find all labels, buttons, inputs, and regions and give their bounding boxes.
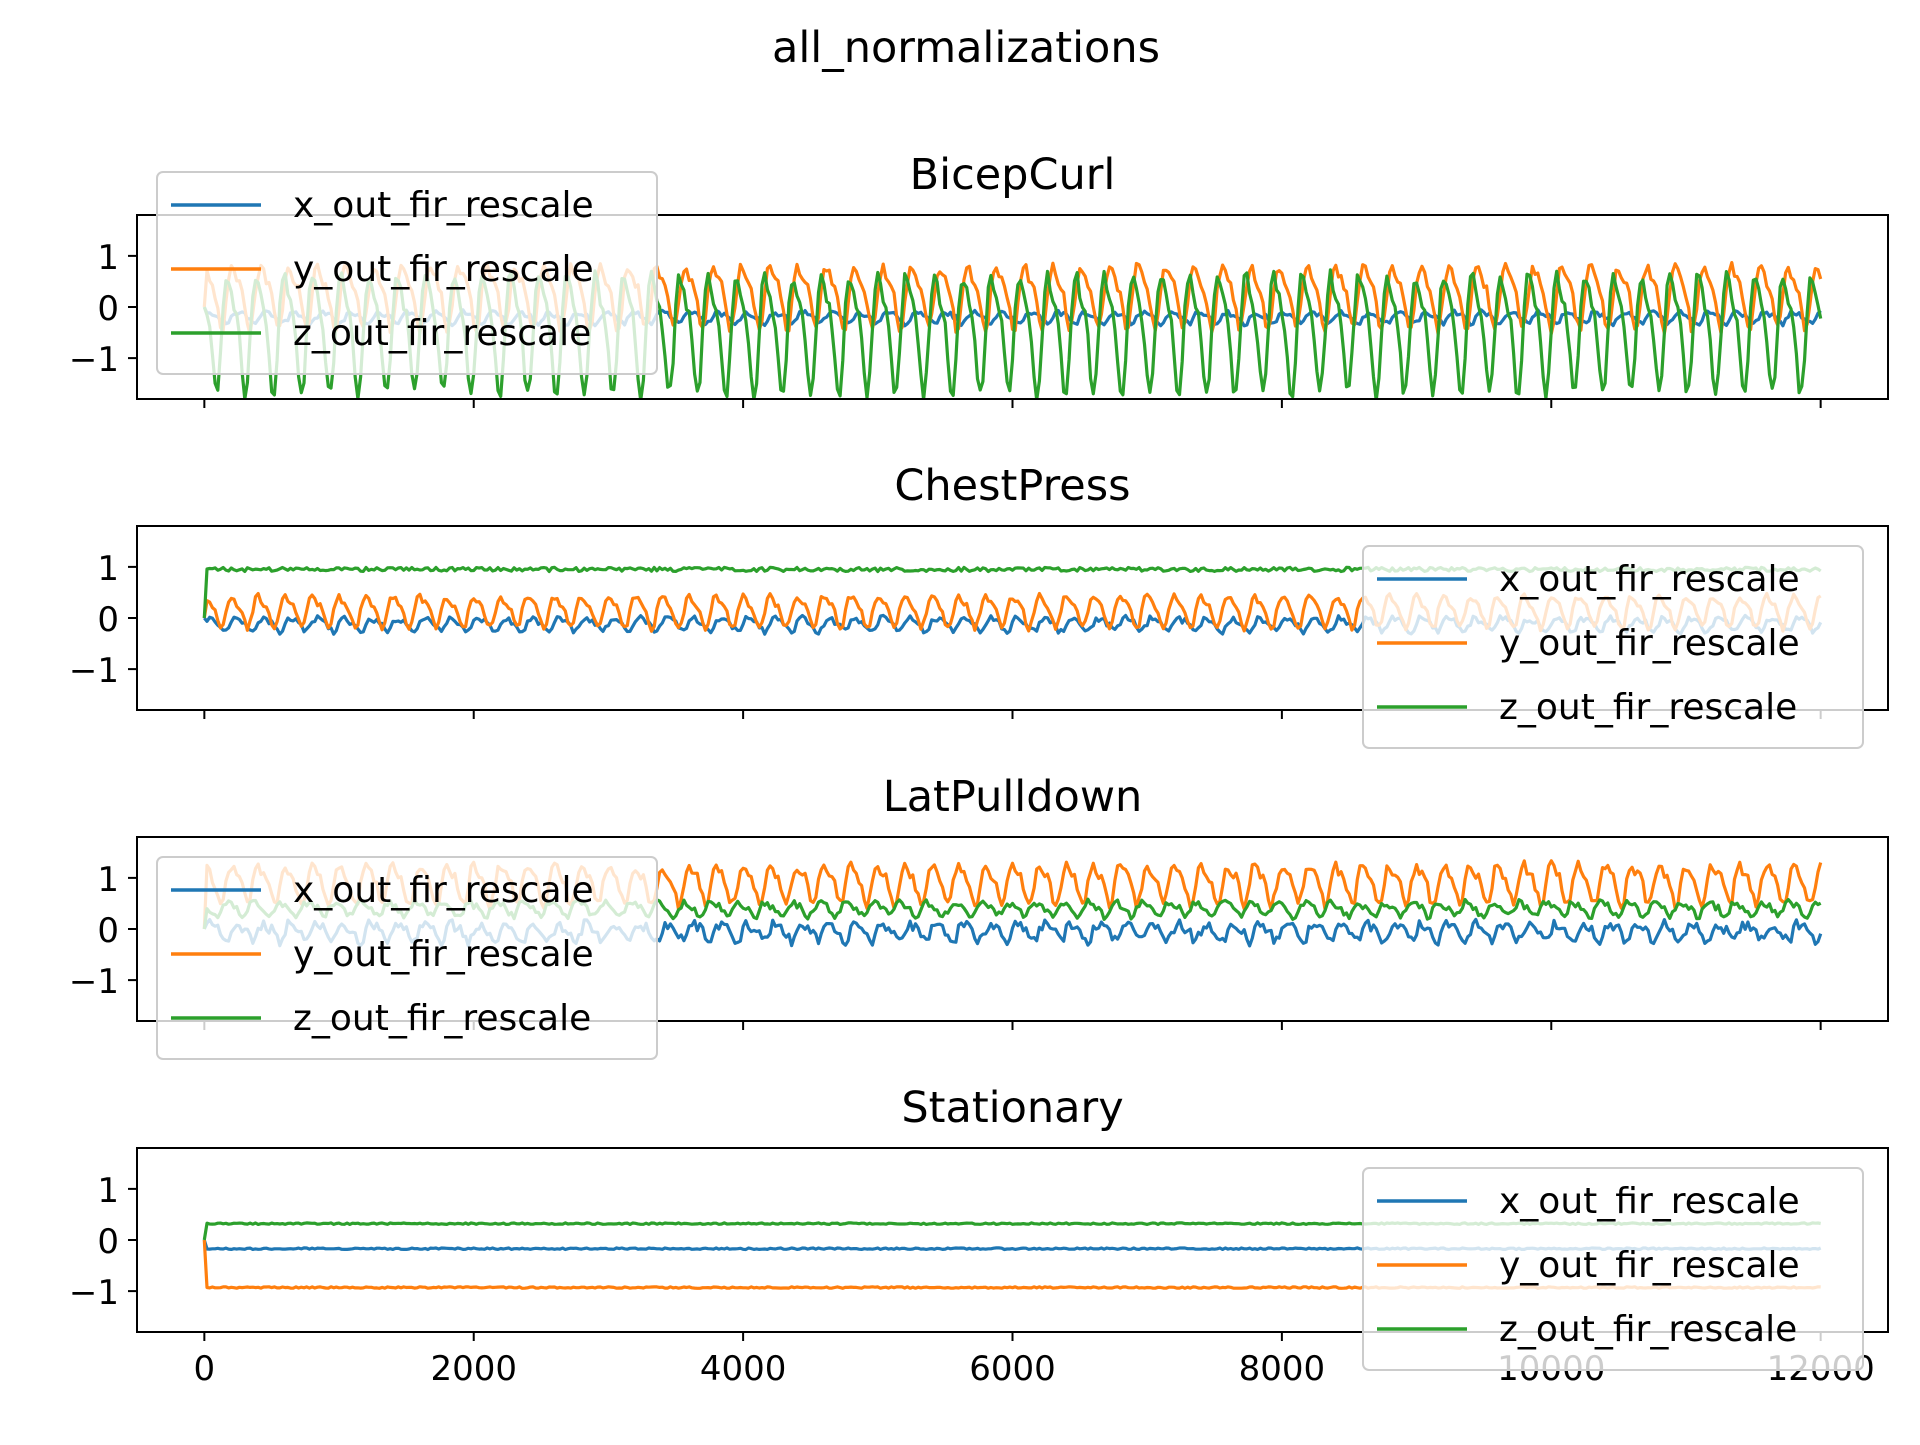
legend-box [1362,1167,1864,1371]
x-tick-label: 4000 [700,1349,787,1389]
x-tick-label: 0 [194,1349,216,1389]
legend-label: x_out_fir_rescale [1499,559,1800,600]
legend: x_out_fir_rescale y_out_fir_rescale z_out_… [156,171,658,375]
subplot-title: ChestPress [894,461,1130,511]
x-tick-label: 2000 [430,1349,517,1389]
subplot-stationary: Stationary−10102000400060008000100001200… [69,1083,1889,1389]
legend-box [156,171,658,375]
x-tick-label: 6000 [969,1349,1056,1389]
subplot-latpulldown: LatPulldown −1 0 1 x_out_fir_rescale y_out_fi… [69,772,1889,1060]
y-tick-label: −1 [69,340,119,380]
legend-box [1362,545,1864,749]
subplot-bicepcurl: BicepCurl −1 0 1 x_out_fir_rescale y_out_fir_… [69,150,1889,408]
x-tick-label: 8000 [1239,1349,1326,1389]
y-tick-label: 0 [97,289,119,329]
legend-label: z_out_fir_rescale [293,313,591,354]
legend-label: y_out_fir_rescale [293,249,594,290]
subplot-chestpress: ChestPress −1 0 1 x_out_fir_rescale y_out_fir… [69,461,1889,749]
y-tick-label: 0 [97,600,119,640]
legend: x_out_fir_rescale y_out_fir_rescale z_out_… [156,856,658,1060]
y-tick-label: 1 [97,549,119,589]
legend-label: z_out_fir_rescale [293,998,591,1039]
subplot-title: Stationary [901,1083,1123,1133]
legend-label: x_out_fir_rescale [293,870,594,911]
legend-label: z_out_fir_rescale [1499,687,1797,728]
legend: x_out_fir_rescale y_out_fir_rescale z_out_… [1362,1167,1864,1371]
legend-label: x_out_fir_rescale [1499,1181,1800,1222]
y-tick-label: 1 [97,860,119,900]
figure-suptitle: all_normalizations [772,23,1160,73]
legend-label: y_out_fir_rescale [293,934,594,975]
legend-label: x_out_fir_rescale [293,185,594,226]
legend-label: z_out_fir_rescale [1499,1309,1797,1350]
y-tick-label: 0 [97,1222,119,1262]
subplot-title: LatPulldown [883,772,1143,822]
legend: x_out_fir_rescale y_out_fir_rescale z_out_… [1362,545,1864,749]
legend-box [156,856,658,1060]
y-tick-label: −1 [69,651,119,691]
legend-label: y_out_fir_rescale [1499,1245,1800,1286]
subplots: BicepCurl −1 0 1 x_out_fir_rescale y_out_fir_… [69,150,1889,1389]
y-tick-label: 1 [97,1171,119,1211]
y-tick-label: 1 [97,238,119,278]
y-tick-label: −1 [69,962,119,1002]
subplot-title: BicepCurl [910,150,1116,200]
y-tick-label: −1 [69,1273,119,1313]
y-tick-label: 0 [97,911,119,951]
legend-label: y_out_fir_rescale [1499,623,1800,664]
